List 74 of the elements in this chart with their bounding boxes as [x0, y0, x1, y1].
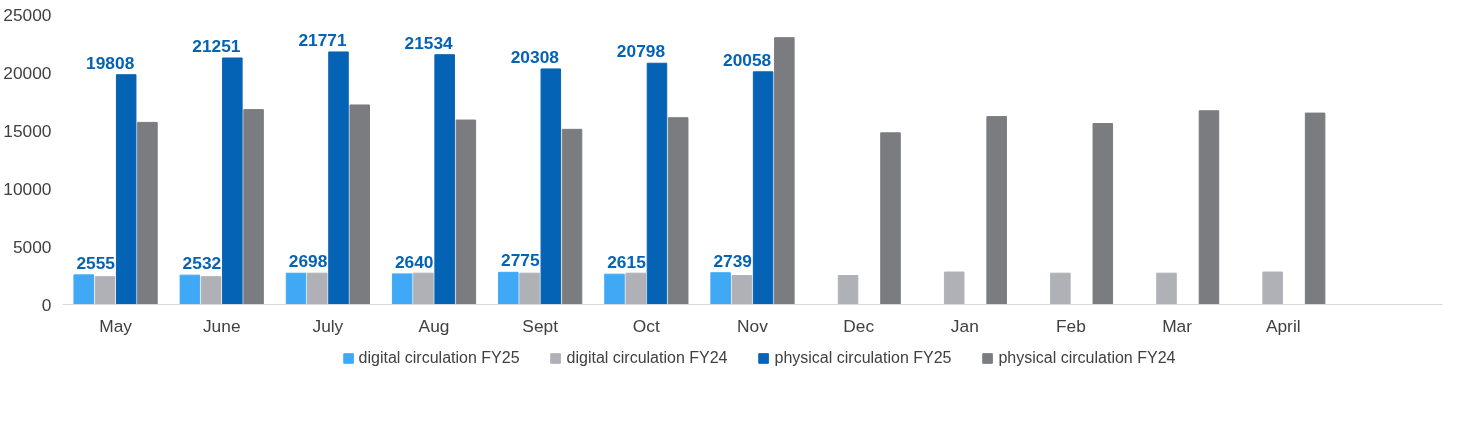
bar: [391, 273, 413, 305]
y-tick-label: 15000: [3, 120, 52, 141]
bar: [986, 116, 1007, 305]
x-tick-label: Oct: [632, 315, 661, 336]
data-label: 2532: [182, 253, 222, 274]
legend-label: physical circulation FY25: [774, 349, 952, 367]
y-tick-label: 25000: [3, 4, 52, 25]
x-tick-label: April: [1265, 315, 1301, 336]
bar: [943, 271, 965, 305]
x-tick-label: Mar: [1162, 315, 1193, 336]
bar: [561, 128, 583, 305]
bar: [455, 119, 477, 305]
bar: [243, 109, 264, 305]
bar: [115, 74, 137, 305]
data-label: 21251: [192, 35, 241, 56]
bar: [710, 272, 731, 305]
bar: [285, 272, 307, 305]
x-tick-label: June: [202, 315, 241, 336]
bar: [73, 274, 94, 305]
x-tick-label: Sept: [522, 315, 559, 336]
bar: [222, 57, 243, 305]
bar: [1304, 112, 1326, 305]
bar: [1262, 271, 1283, 305]
bar: [498, 271, 519, 305]
data-label: 2698: [288, 251, 328, 272]
bar: [625, 272, 646, 305]
x-tick-label: July: [312, 315, 344, 336]
bar: [646, 62, 668, 305]
bar: [307, 272, 328, 305]
bar: [179, 274, 201, 305]
data-label: 21771: [298, 29, 347, 50]
data-label: 19808: [86, 52, 135, 73]
x-tick-label: Dec: [843, 315, 875, 336]
data-label: 20058: [723, 49, 772, 70]
data-label: 2739: [713, 250, 752, 271]
bar: [1050, 272, 1071, 305]
bar: [774, 37, 795, 305]
bar: [349, 104, 370, 305]
bar: [880, 132, 901, 305]
bar: [413, 272, 434, 305]
y-tick-label: 5000: [12, 236, 52, 257]
bar: [137, 121, 158, 305]
bar: [731, 275, 753, 305]
legend-label: physical circulation FY24: [998, 349, 1176, 367]
bar: [94, 276, 116, 305]
data-label: 21534: [404, 32, 454, 53]
bar: [519, 272, 540, 305]
legend-label: digital circulation FY25: [358, 349, 520, 367]
bar: [1092, 123, 1114, 305]
bar: [200, 276, 222, 305]
x-tick-label: Feb: [1056, 315, 1086, 336]
bar: [1198, 110, 1220, 305]
bar: [837, 275, 859, 305]
data-label: 20798: [616, 41, 666, 62]
bar: [328, 51, 349, 305]
y-tick-label: 20000: [3, 62, 52, 83]
bar: [540, 68, 562, 305]
legend-label: digital circulation FY24: [566, 349, 728, 367]
y-tick-label: 0: [41, 294, 52, 315]
x-tick-label: Nov: [737, 315, 769, 336]
data-label: 20308: [510, 46, 560, 67]
bar: [434, 54, 455, 305]
bar: [1156, 272, 1177, 305]
bar: [667, 117, 689, 305]
data-label: 2640: [394, 251, 434, 272]
data-label: 2615: [607, 252, 647, 273]
x-tick-label: Jan: [950, 315, 979, 336]
bar: [604, 273, 625, 305]
data-label: 2775: [501, 250, 540, 271]
x-tick-label: Aug: [418, 315, 450, 336]
data-label: 2555: [76, 252, 116, 273]
y-tick-label: 10000: [3, 178, 52, 199]
bar: [752, 71, 774, 305]
x-tick-label: May: [99, 315, 133, 336]
